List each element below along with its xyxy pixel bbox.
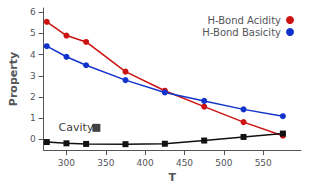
svg-text:H-Bond Acidity: H-Bond Acidity (207, 15, 281, 26)
svg-text:300: 300 (58, 158, 75, 168)
svg-text:T: T (169, 171, 177, 184)
svg-text:2: 2 (30, 92, 36, 102)
svg-text:500: 500 (215, 158, 232, 168)
svg-text:1: 1 (30, 113, 36, 123)
svg-text:450: 450 (176, 158, 193, 168)
svg-text:6: 6 (30, 7, 36, 17)
svg-text:550: 550 (255, 158, 272, 168)
svg-text:350: 350 (97, 158, 114, 168)
svg-text:H-Bond Basicity: H-Bond Basicity (202, 27, 281, 38)
svg-text:3: 3 (30, 71, 36, 81)
svg-text:Property: Property (7, 52, 20, 106)
svg-text:400: 400 (137, 158, 154, 168)
svg-text:0: 0 (30, 134, 36, 144)
svg-text:4: 4 (30, 50, 36, 60)
svg-text:Cavity: Cavity (59, 121, 94, 134)
svg-text:5: 5 (30, 28, 36, 38)
